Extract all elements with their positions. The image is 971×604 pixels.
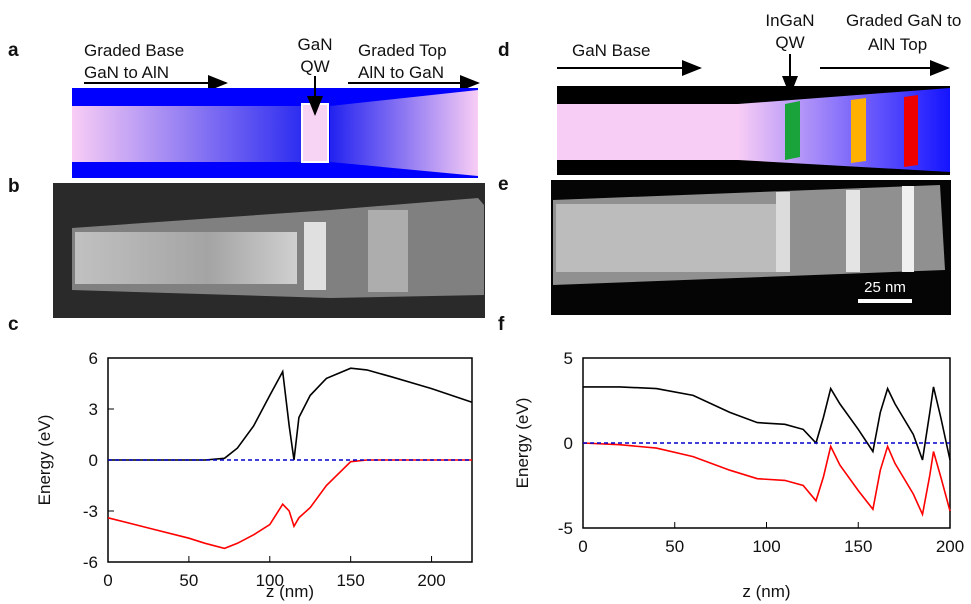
series-line [583, 386, 951, 461]
qw [904, 95, 918, 167]
y-tick-label: 0 [89, 451, 98, 470]
panel-label: a [8, 40, 19, 61]
label: Graded Base [84, 41, 184, 60]
wire [556, 204, 776, 272]
label: InGaN [765, 11, 814, 30]
series-line [108, 367, 473, 461]
y-tick-label: -3 [83, 502, 98, 521]
scale-label: 25 nm [864, 279, 906, 296]
scale-bar [858, 299, 912, 303]
x-tick-label: 200 [417, 571, 445, 590]
wire [902, 186, 914, 272]
series-line [582, 442, 951, 518]
wire [846, 190, 860, 272]
panel-label: d [498, 40, 510, 61]
x-tick-label: 100 [256, 571, 284, 590]
top [330, 90, 478, 176]
wire [75, 232, 297, 284]
panel-label: e [498, 174, 509, 195]
label: GaN to AlN [84, 63, 169, 82]
wire [304, 222, 326, 290]
x-tick-label: 200 [936, 537, 964, 556]
label: AlN to GaN [358, 63, 444, 82]
base [72, 106, 302, 162]
x-axis-label: z (nm) [266, 582, 314, 601]
x-tick-label: 0 [578, 537, 587, 556]
y-tick-label: 6 [89, 349, 98, 368]
base [557, 104, 739, 160]
wire [368, 210, 408, 292]
x-tick-label: 0 [103, 571, 112, 590]
label: QW [775, 33, 804, 52]
label: QW [300, 57, 329, 76]
label: Graded Top [358, 41, 447, 60]
qw [851, 98, 866, 163]
x-tick-label: 50 [179, 571, 198, 590]
y-axis-label: Energy (eV) [513, 398, 532, 489]
label: GaN [298, 35, 333, 54]
qw [785, 101, 800, 160]
panel-label: f [498, 314, 505, 335]
x-tick-label: 50 [665, 537, 684, 556]
y-tick-label: -6 [83, 553, 98, 572]
panel-label: b [8, 176, 20, 197]
y-tick-label: -5 [558, 519, 573, 538]
label: GaN Base [572, 41, 650, 60]
x-tick-label: 100 [752, 537, 780, 556]
x-tick-label: 150 [844, 537, 872, 556]
y-axis-label: Energy (eV) [35, 415, 54, 506]
wire [776, 192, 790, 272]
label: AlN Top [868, 35, 927, 54]
x-axis-label: z (nm) [742, 582, 790, 601]
panel-label: c [8, 314, 19, 335]
label: Graded GaN to [846, 11, 961, 30]
x-tick-label: 150 [336, 571, 364, 590]
series-line [107, 459, 472, 550]
y-tick-label: 5 [564, 349, 573, 368]
y-tick-label: 3 [89, 400, 98, 419]
y-tick-label: 0 [564, 434, 573, 453]
